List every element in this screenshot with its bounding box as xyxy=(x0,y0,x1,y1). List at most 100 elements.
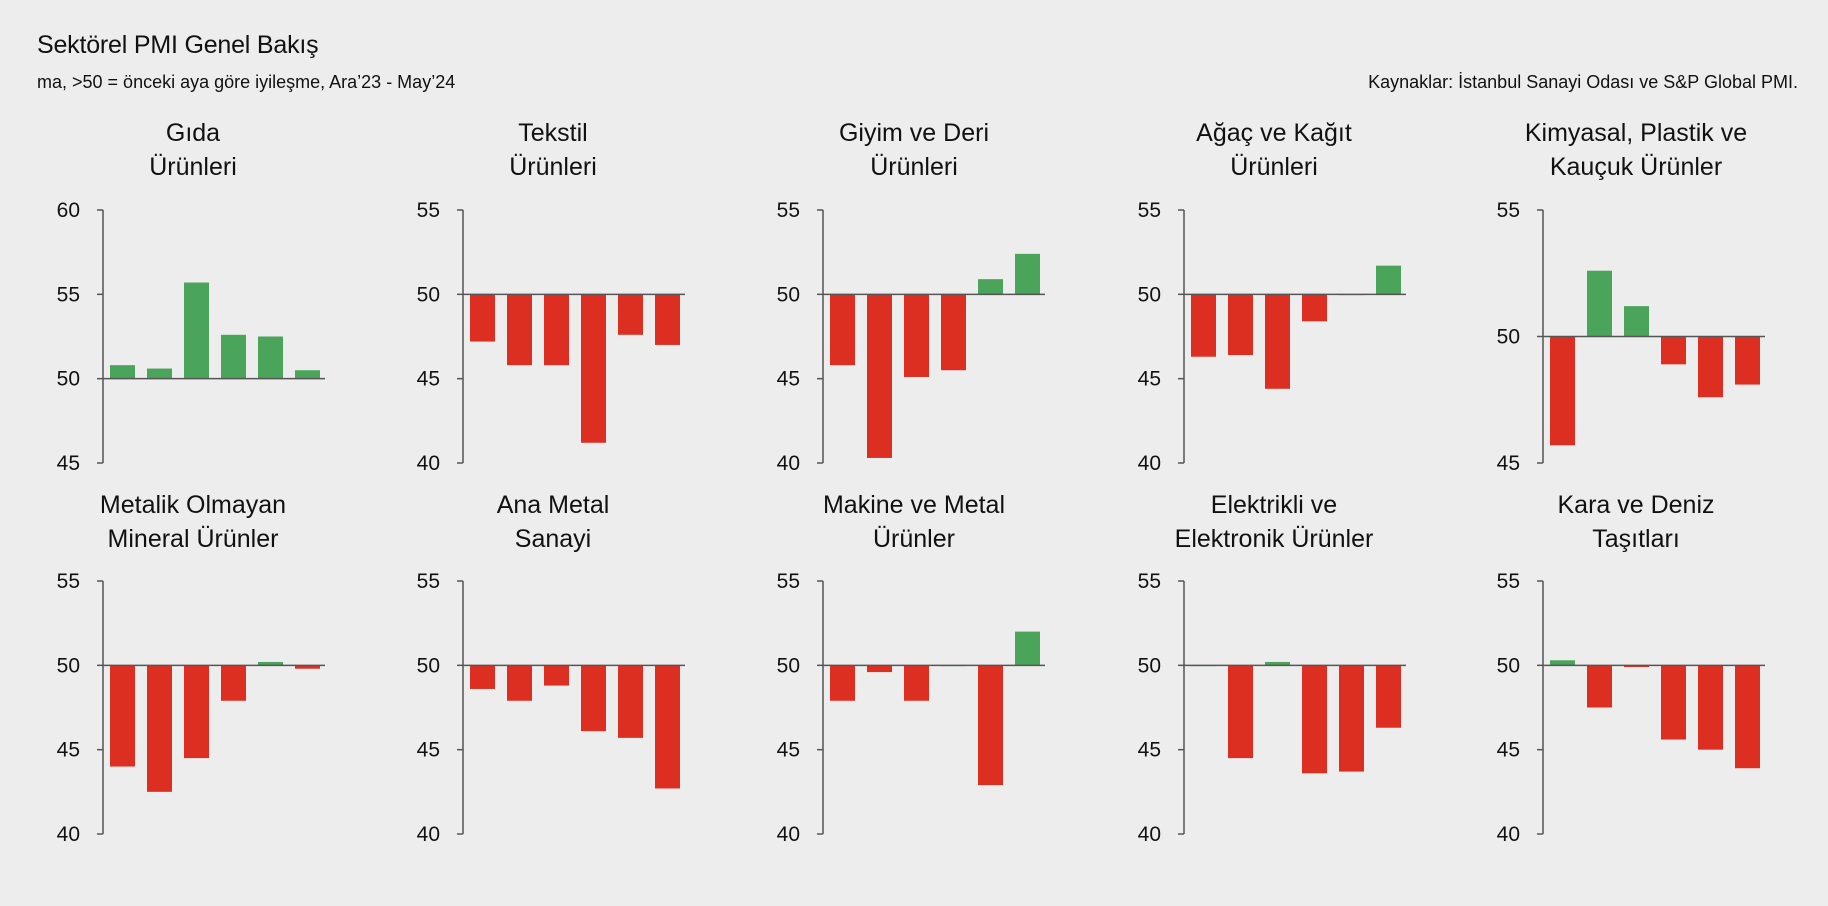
y-tick-label: 50 xyxy=(417,283,440,306)
bar xyxy=(1698,336,1723,398)
panel-title-line: Ürünleri xyxy=(149,153,237,181)
bar xyxy=(1376,265,1401,295)
bar xyxy=(110,665,135,767)
y-tick-label: 55 xyxy=(1138,570,1161,593)
bar xyxy=(1624,665,1649,668)
bar xyxy=(830,665,855,701)
bar xyxy=(1661,665,1686,740)
y-tick-label: 45 xyxy=(57,452,80,475)
bar xyxy=(470,665,495,689)
y-tick-label: 50 xyxy=(1497,326,1520,349)
panel-title-line: Sanayi xyxy=(515,525,591,553)
bar xyxy=(618,294,643,335)
bar xyxy=(110,365,135,379)
y-tick-label: 55 xyxy=(1497,570,1520,593)
bar xyxy=(904,294,929,377)
y-tick-label: 50 xyxy=(1138,654,1161,677)
bar xyxy=(1550,660,1575,666)
y-tick-label: 40 xyxy=(417,452,440,475)
y-tick-label: 50 xyxy=(57,368,80,391)
y-tick-label: 45 xyxy=(1497,739,1520,762)
y-tick-label: 50 xyxy=(777,283,800,306)
bar xyxy=(1587,270,1612,337)
panel-title-line: Giyim ve Deri xyxy=(839,119,989,147)
bar xyxy=(1265,661,1290,666)
bar xyxy=(507,665,532,701)
page-title: Sektörel PMI Genel Bakış xyxy=(37,31,319,59)
panel-title-line: Taşıtları xyxy=(1592,525,1680,553)
bar xyxy=(258,661,283,666)
panel-title-line: Ağaç ve Kağıt xyxy=(1196,119,1352,147)
bar xyxy=(1228,665,1253,759)
bar xyxy=(978,665,1003,786)
y-tick-label: 45 xyxy=(1497,452,1520,475)
bar xyxy=(184,282,209,379)
bar xyxy=(507,294,532,366)
bar xyxy=(1698,665,1723,750)
bar xyxy=(1735,665,1760,769)
y-tick-label: 45 xyxy=(1138,368,1161,391)
y-tick-label: 40 xyxy=(1497,823,1520,846)
bar xyxy=(1228,294,1253,356)
panel-title-line: Gıda xyxy=(166,119,220,147)
panel-title-line: Ana Metal xyxy=(497,491,610,519)
y-tick-label: 50 xyxy=(1138,283,1161,306)
y-tick-label: 55 xyxy=(417,199,440,222)
bar xyxy=(941,294,966,371)
bar xyxy=(867,665,892,673)
y-tick-label: 45 xyxy=(777,368,800,391)
y-tick-label: 55 xyxy=(1497,199,1520,222)
panel-title-line: Elektronik Ürünler xyxy=(1175,525,1374,553)
bar xyxy=(295,370,320,379)
panel-title-line: Metalik Olmayan xyxy=(100,491,286,519)
panel-title-line: Kara ve Deniz xyxy=(1557,491,1714,519)
panel-title-line: Ürünleri xyxy=(509,153,597,181)
y-tick-label: 55 xyxy=(57,570,80,593)
panel-title-line: Elektrikli ve xyxy=(1211,491,1337,519)
y-tick-label: 45 xyxy=(417,368,440,391)
y-tick-label: 50 xyxy=(1497,654,1520,677)
bar xyxy=(1587,665,1612,708)
y-tick-label: 40 xyxy=(777,823,800,846)
bar xyxy=(1339,665,1364,772)
bar xyxy=(184,665,209,759)
bar xyxy=(1015,253,1040,295)
y-tick-label: 45 xyxy=(777,739,800,762)
y-tick-label: 40 xyxy=(417,823,440,846)
y-tick-label: 45 xyxy=(57,739,80,762)
bar xyxy=(867,294,892,458)
bar xyxy=(544,665,569,686)
bar xyxy=(1015,631,1040,666)
bar xyxy=(544,294,569,366)
page-subtitle: ma, >50 = önceki aya göre iyileşme, Ara’… xyxy=(37,72,456,92)
panel-title-line: Makine ve Metal xyxy=(823,491,1005,519)
bar xyxy=(1265,294,1290,389)
bar xyxy=(470,294,495,342)
bar xyxy=(221,334,246,379)
y-tick-label: 40 xyxy=(1138,823,1161,846)
source-note: Kaynaklar: İstanbul Sanayi Odası ve S&P … xyxy=(1368,72,1798,92)
bar xyxy=(1661,336,1686,365)
bar xyxy=(978,279,1003,295)
bar xyxy=(1302,294,1327,322)
y-tick-label: 40 xyxy=(57,823,80,846)
bar xyxy=(1550,336,1575,446)
y-tick-label: 55 xyxy=(777,199,800,222)
panel-title-line: Tekstil xyxy=(518,119,587,147)
bar xyxy=(258,336,283,379)
bar xyxy=(1624,306,1649,337)
bar xyxy=(655,665,680,789)
bar xyxy=(1302,665,1327,774)
bar xyxy=(221,665,246,701)
y-tick-label: 55 xyxy=(57,283,80,306)
bar xyxy=(618,665,643,738)
y-tick-label: 50 xyxy=(417,654,440,677)
panel-title-line: Ürünleri xyxy=(870,153,958,181)
y-tick-label: 55 xyxy=(777,570,800,593)
panel-title-line: Mineral Ürünler xyxy=(108,525,279,553)
panel-title-line: Ürünleri xyxy=(1230,153,1318,181)
y-tick-label: 50 xyxy=(777,654,800,677)
bar xyxy=(147,665,172,792)
bar xyxy=(655,294,680,345)
